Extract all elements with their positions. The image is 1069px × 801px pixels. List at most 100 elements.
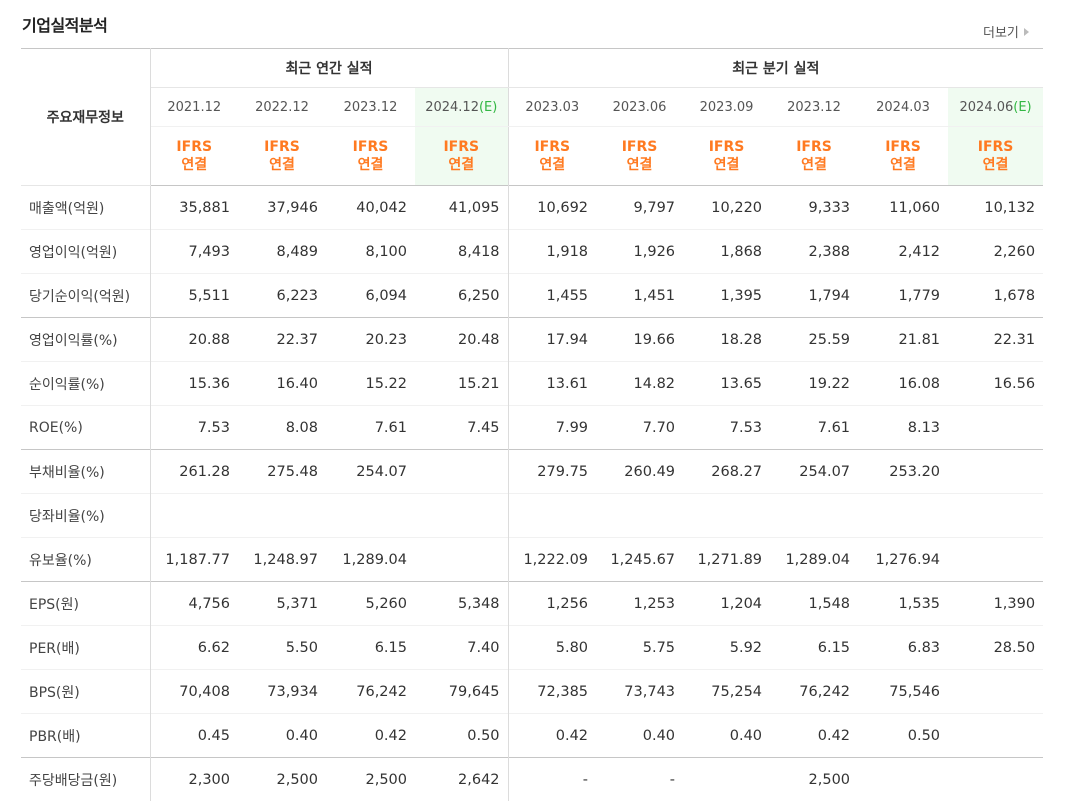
table-cell: 1,271.89 — [683, 538, 770, 582]
row-label: 주당배당금(원) — [21, 758, 150, 801]
table-cell: 20.48 — [415, 318, 508, 362]
table-cell: 2,642 — [415, 758, 508, 801]
table-cell: 9,797 — [596, 186, 683, 230]
period-header: 2023.12 — [770, 88, 858, 127]
table-cell: 5,348 — [415, 582, 508, 626]
table-cell: 7.53 — [683, 406, 770, 450]
table-cell: 8.13 — [858, 406, 948, 450]
table-cell: 20.88 — [150, 318, 238, 362]
table-cell: 0.50 — [415, 714, 508, 758]
table-cell: 16.40 — [238, 362, 326, 406]
table-cell: 1,248.97 — [238, 538, 326, 582]
table-cell — [238, 494, 326, 538]
table-cell: 79,645 — [415, 670, 508, 714]
table-cell: 6.83 — [858, 626, 948, 670]
more-link[interactable]: 더보기 — [983, 22, 1029, 41]
table-cell: 5.92 — [683, 626, 770, 670]
row-label: 유보율(%) — [21, 538, 150, 582]
table-cell: 1,256 — [508, 582, 596, 626]
quarter-group-header: 최근 분기 실적 — [508, 49, 1043, 88]
table-cell: 275.48 — [238, 450, 326, 494]
period-header: 2022.12 — [238, 88, 326, 127]
table-cell: 13.65 — [683, 362, 770, 406]
table-cell — [596, 494, 683, 538]
table-cell: 279.75 — [508, 450, 596, 494]
table-cell: 73,934 — [238, 670, 326, 714]
table-cell: 16.08 — [858, 362, 948, 406]
table-cell: 253.20 — [858, 450, 948, 494]
row-label: 매출액(억원) — [21, 186, 150, 230]
table-cell: 4,756 — [150, 582, 238, 626]
period-header: 2024.03 — [858, 88, 948, 127]
table-cell: 1,535 — [858, 582, 948, 626]
row-label: ROE(%) — [21, 406, 150, 450]
table-cell: 1,289.04 — [326, 538, 415, 582]
financial-table: 주요재무정보 최근 연간 실적 최근 분기 실적 2021.12 2022.12… — [21, 48, 1043, 801]
table-cell: 37,946 — [238, 186, 326, 230]
table-cell: 7.45 — [415, 406, 508, 450]
table-cell: 8.08 — [238, 406, 326, 450]
table-cell: 2,388 — [770, 230, 858, 274]
table-cell: 268.27 — [683, 450, 770, 494]
table-cell — [948, 670, 1043, 714]
table-cell: 1,455 — [508, 274, 596, 318]
table-cell: 13.61 — [508, 362, 596, 406]
row-label: 영업이익률(%) — [21, 318, 150, 362]
table-cell — [858, 494, 948, 538]
table-cell: 1,390 — [948, 582, 1043, 626]
annual-group-header: 최근 연간 실적 — [150, 49, 508, 88]
table-cell: 10,132 — [948, 186, 1043, 230]
table-cell — [415, 494, 508, 538]
table-cell: 5,260 — [326, 582, 415, 626]
row-label: 당좌비율(%) — [21, 494, 150, 538]
table-cell: 5.80 — [508, 626, 596, 670]
period-header-estimate: 2024.12(E) — [415, 88, 508, 127]
table-cell — [948, 406, 1043, 450]
table-cell: 76,242 — [770, 670, 858, 714]
table-cell — [150, 494, 238, 538]
table-cell: 5.50 — [238, 626, 326, 670]
row-label: EPS(원) — [21, 582, 150, 626]
table-cell: 6,094 — [326, 274, 415, 318]
table-cell: 75,546 — [858, 670, 948, 714]
table-cell: 1,245.67 — [596, 538, 683, 582]
table-cell: 6.62 — [150, 626, 238, 670]
period-header: 2021.12 — [150, 88, 238, 127]
table-cell: 5.75 — [596, 626, 683, 670]
row-label: BPS(원) — [21, 670, 150, 714]
table-cell: 18.28 — [683, 318, 770, 362]
table-cell: 25.59 — [770, 318, 858, 362]
table-cell: 2,500 — [770, 758, 858, 801]
table-cell: 41,095 — [415, 186, 508, 230]
table-cell — [415, 450, 508, 494]
table-cell: 7.40 — [415, 626, 508, 670]
table-cell — [948, 494, 1043, 538]
row-label: 당기순이익(억원) — [21, 274, 150, 318]
table-cell: 1,253 — [596, 582, 683, 626]
table-cell — [948, 538, 1043, 582]
table-cell: 7.70 — [596, 406, 683, 450]
table-cell: 260.49 — [596, 450, 683, 494]
table-cell: 261.28 — [150, 450, 238, 494]
table-cell: 1,289.04 — [770, 538, 858, 582]
table-cell: 7.99 — [508, 406, 596, 450]
table-cell: 10,220 — [683, 186, 770, 230]
table-cell — [326, 494, 415, 538]
table-cell: 6.15 — [326, 626, 415, 670]
table-cell: 15.22 — [326, 362, 415, 406]
table-cell: 1,779 — [858, 274, 948, 318]
row-header: 주요재무정보 — [21, 49, 150, 186]
table-cell: 1,926 — [596, 230, 683, 274]
table-cell: 7.61 — [770, 406, 858, 450]
